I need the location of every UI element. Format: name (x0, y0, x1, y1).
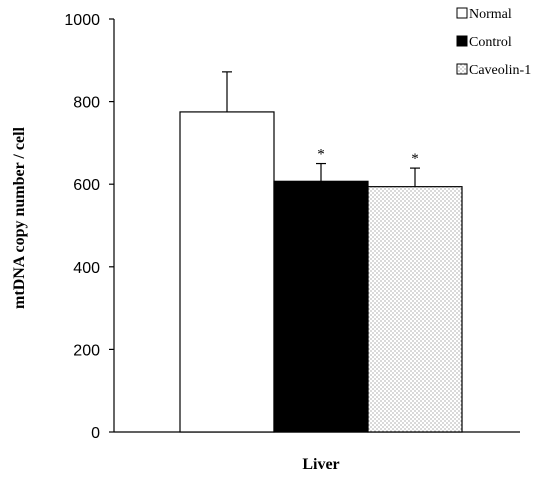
x-axis-title: Liver (302, 456, 339, 473)
y-axis: 0 200 400 600 800 1000 (64, 12, 115, 442)
legend-label: Caveolin-1 (469, 63, 531, 78)
y-tick-label: 600 (73, 177, 100, 194)
y-tick-label: 200 (73, 342, 100, 359)
y-tick-label: 800 (73, 95, 100, 112)
bars-group: * * (179, 71, 463, 433)
y-tick-label: 0 (91, 425, 100, 442)
bar-normal (179, 111, 275, 433)
legend-swatch (456, 35, 468, 47)
bar-caveolin-1 (367, 186, 463, 433)
y-tick-label: 1000 (64, 12, 100, 29)
bar-control (273, 180, 369, 433)
significance-marker: * (411, 151, 419, 167)
y-axis-title: mtDNA copy number / cell (11, 126, 28, 308)
legend-label: Normal (469, 7, 512, 22)
legend-swatch (456, 63, 468, 75)
significance-marker: * (317, 147, 325, 163)
legend-swatch (456, 7, 468, 19)
legend: Normal Control Caveolin-1 (456, 7, 531, 78)
y-tick-label: 400 (73, 260, 100, 277)
legend-label: Control (469, 35, 512, 50)
